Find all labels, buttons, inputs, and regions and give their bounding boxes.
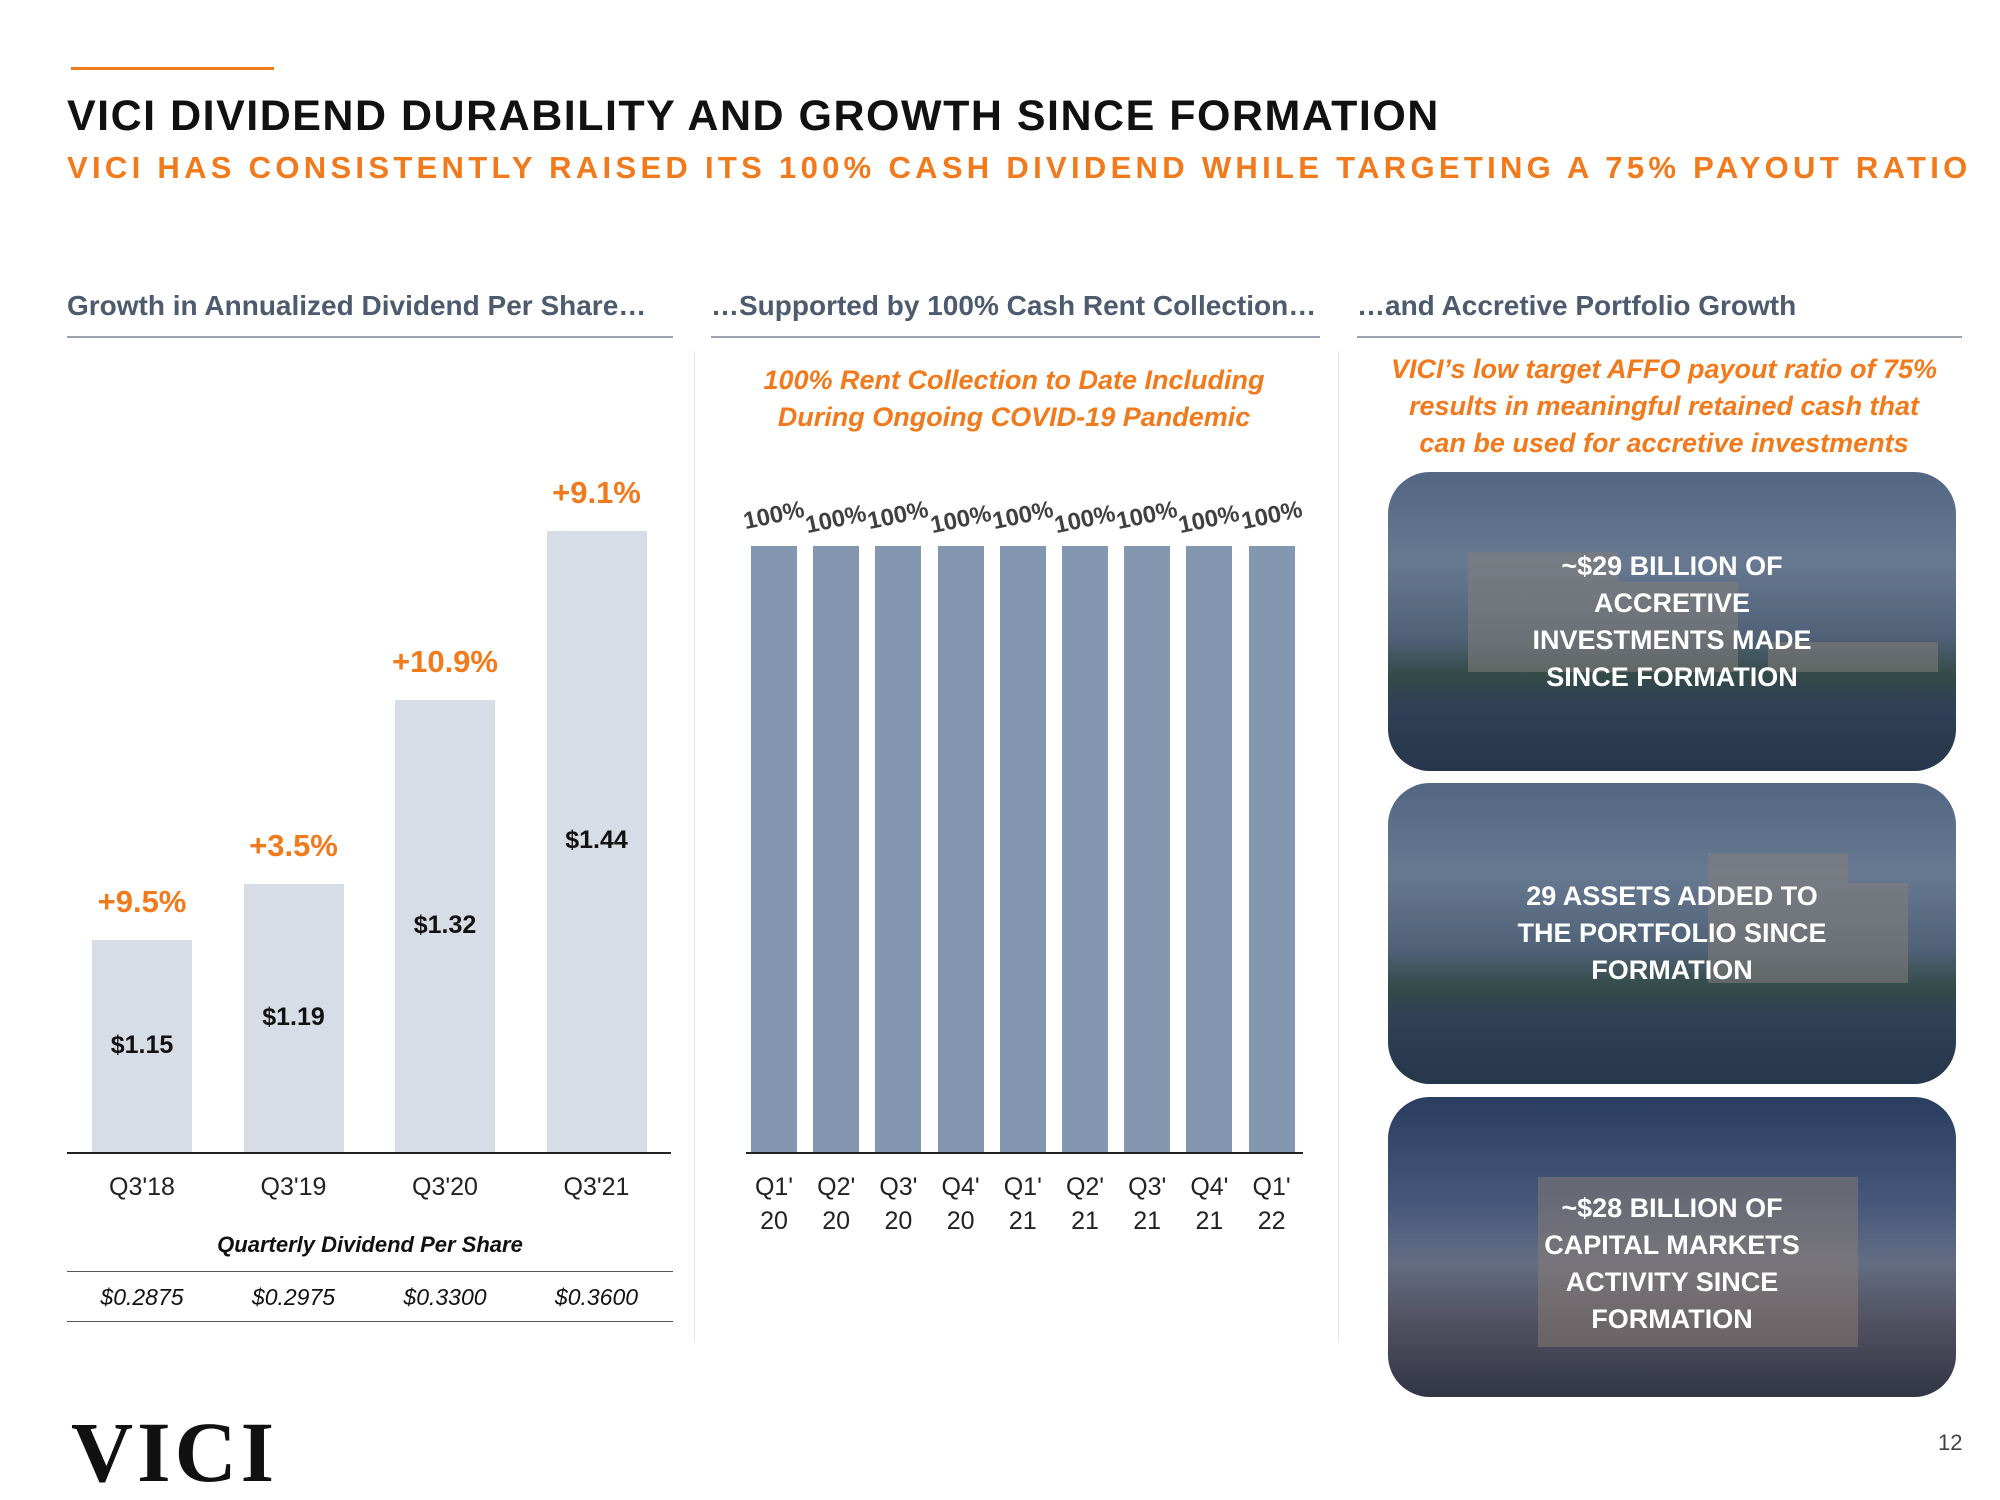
value-label: $1.19 xyxy=(262,1002,325,1031)
image-card: 29 ASSETS ADDED TO THE PORTFOLIO SINCE F… xyxy=(1388,783,1956,1084)
table-title: Quarterly Dividend Per Share xyxy=(217,1232,523,1257)
slide-subtitle: VICI HAS CONSISTENTLY RAISED ITS 100% CA… xyxy=(67,150,1972,185)
bar xyxy=(546,530,647,1152)
bar xyxy=(875,546,922,1152)
bar xyxy=(1124,546,1171,1152)
table-cell: $0.2975 xyxy=(251,1284,336,1310)
bar xyxy=(937,546,984,1152)
bar xyxy=(1248,546,1295,1152)
x-axis-line xyxy=(746,1152,1303,1154)
image-card: ~$28 BILLION OF CAPITAL MARKETS ACTIVITY… xyxy=(1388,1097,1956,1397)
x-tick-label: Q3'21 xyxy=(563,1173,630,1201)
growth-label: +10.9% xyxy=(391,644,498,680)
bar xyxy=(92,940,192,1152)
accent-line xyxy=(71,67,274,70)
x-tick-label: Q3' 20 xyxy=(879,1173,918,1235)
value-label: $1.15 xyxy=(110,1031,174,1060)
x-axis-line xyxy=(67,1152,671,1154)
column-separator xyxy=(694,351,695,1342)
bar xyxy=(751,546,797,1152)
card-text: 29 ASSETS ADDED TO THE PORTFOLIO SINCE F… xyxy=(1517,881,1827,985)
header-rule xyxy=(1357,336,1962,338)
bar xyxy=(999,546,1046,1152)
x-tick-label: Q4' 20 xyxy=(941,1173,980,1235)
bar xyxy=(243,883,344,1152)
header-rule xyxy=(711,336,1320,338)
image-overlay xyxy=(1388,1097,1956,1397)
chart-annotation: 100% Rent Collection to Date Including D… xyxy=(763,365,1265,432)
column-header: …Supported by 100% Cash Rent Collection… xyxy=(711,290,1317,321)
growth-label: +3.5% xyxy=(249,827,338,863)
bar xyxy=(1062,546,1108,1152)
x-tick-label: Q3' 21 xyxy=(1128,1173,1167,1235)
x-tick-label: Q3'20 xyxy=(412,1173,478,1201)
building xyxy=(1848,883,1908,983)
x-tick-label: Q4' 21 xyxy=(1190,1173,1229,1235)
bar xyxy=(1186,546,1233,1152)
column-header: …and Accretive Portfolio Growth xyxy=(1357,290,1797,321)
image-overlay xyxy=(1388,783,1956,1084)
building xyxy=(1768,642,1938,672)
table-cell: $0.3600 xyxy=(554,1284,639,1310)
x-tick-label: Q1' 20 xyxy=(754,1173,794,1235)
image-card: ~$29 BILLION OF ACCRETIVE INVESTMENTS MA… xyxy=(1388,472,1956,771)
table-rule xyxy=(67,1271,673,1272)
x-tick-label: Q3'18 xyxy=(109,1173,175,1201)
value-label: $1.32 xyxy=(413,911,477,940)
slide-title: VICI DIVIDEND DURABILITY AND GROWTH SINC… xyxy=(67,92,1440,140)
header-rule xyxy=(67,336,673,338)
building xyxy=(1468,552,1618,672)
growth-label: +9.5% xyxy=(97,884,187,920)
growth-label: +9.1% xyxy=(552,474,641,510)
card-text: ~$29 BILLION OF ACCRETIVE INVESTMENTS MA… xyxy=(1532,551,1812,692)
page-number: 12 xyxy=(1938,1430,1963,1455)
building xyxy=(1538,1177,1858,1347)
bar xyxy=(395,700,495,1152)
card-text: ~$28 BILLION OF CAPITAL MARKETS ACTIVITY… xyxy=(1544,1193,1800,1334)
bar xyxy=(813,546,860,1152)
table-cell: $0.2875 xyxy=(100,1284,184,1310)
x-tick-label: Q2' 21 xyxy=(1065,1173,1105,1235)
image-overlay xyxy=(1388,472,1956,771)
column-separator xyxy=(1338,351,1339,1342)
column-header: Growth in Annualized Dividend Per Share… xyxy=(67,290,647,321)
table-rule xyxy=(67,1321,673,1322)
building xyxy=(1708,853,1848,983)
x-tick-label: Q2' 20 xyxy=(817,1173,856,1235)
building xyxy=(1618,582,1738,672)
x-tick-label: Q1' 22 xyxy=(1252,1173,1291,1235)
x-tick-label: Q3'19 xyxy=(260,1173,327,1201)
portfolio-note: VICI’s low target AFFO payout ratio of 7… xyxy=(1390,354,1938,458)
x-tick-label: Q1' 21 xyxy=(1003,1173,1042,1235)
value-label: $1.44 xyxy=(565,826,628,855)
table-cell: $0.3300 xyxy=(403,1284,487,1310)
logo: VICI xyxy=(71,1404,279,1500)
